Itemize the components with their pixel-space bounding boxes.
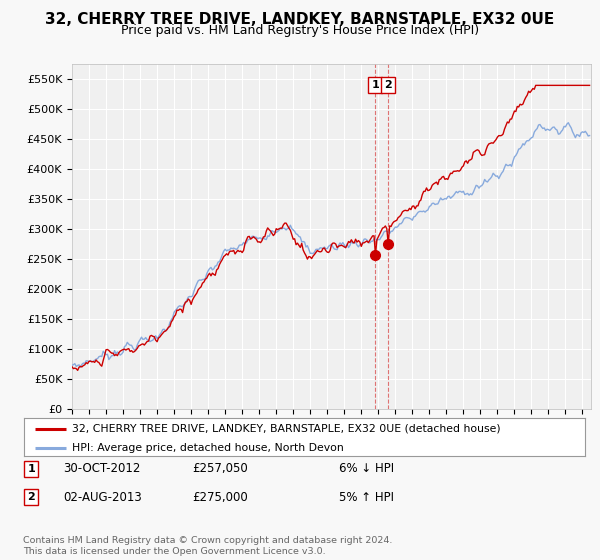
Text: 1: 1 <box>28 464 35 474</box>
Text: 32, CHERRY TREE DRIVE, LANDKEY, BARNSTAPLE, EX32 0UE (detached house): 32, CHERRY TREE DRIVE, LANDKEY, BARNSTAP… <box>71 423 500 433</box>
Text: 1: 1 <box>371 81 379 90</box>
Text: Price paid vs. HM Land Registry's House Price Index (HPI): Price paid vs. HM Land Registry's House … <box>121 24 479 37</box>
Text: 30-OCT-2012: 30-OCT-2012 <box>63 462 140 475</box>
Text: £275,000: £275,000 <box>192 491 248 504</box>
Text: 02-AUG-2013: 02-AUG-2013 <box>63 491 142 504</box>
Text: 2: 2 <box>28 492 35 502</box>
Text: 5% ↑ HPI: 5% ↑ HPI <box>339 491 394 504</box>
Text: £257,050: £257,050 <box>192 462 248 475</box>
Text: 32, CHERRY TREE DRIVE, LANDKEY, BARNSTAPLE, EX32 0UE: 32, CHERRY TREE DRIVE, LANDKEY, BARNSTAP… <box>46 12 554 27</box>
Text: 2: 2 <box>384 81 392 90</box>
Text: HPI: Average price, detached house, North Devon: HPI: Average price, detached house, Nort… <box>71 442 343 452</box>
Text: Contains HM Land Registry data © Crown copyright and database right 2024.
This d: Contains HM Land Registry data © Crown c… <box>23 536 392 556</box>
Text: 6% ↓ HPI: 6% ↓ HPI <box>339 462 394 475</box>
